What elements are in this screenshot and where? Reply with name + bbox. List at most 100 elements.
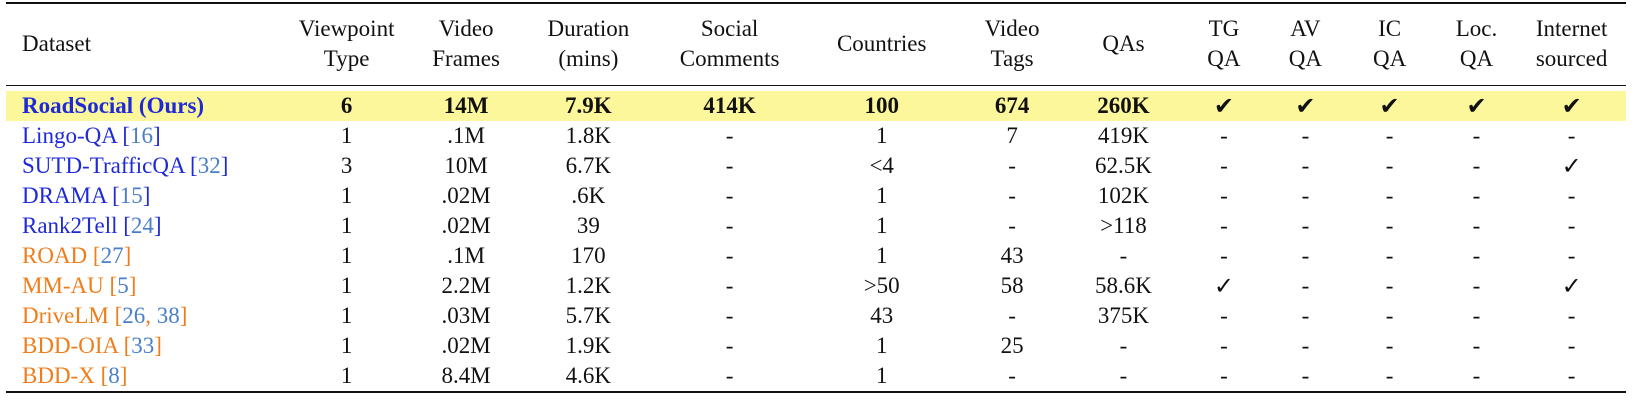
citation-link[interactable]: 33 xyxy=(131,332,155,358)
dataset-name-cell: Lingo-QA [16] xyxy=(6,121,284,151)
citation-link[interactable]: 27 xyxy=(100,242,124,268)
cell-duration: 170 xyxy=(571,242,606,268)
citation-link[interactable]: 15 xyxy=(119,182,143,208)
cell-video-tags: - xyxy=(1008,302,1016,328)
cell-av-qa: - xyxy=(1301,182,1310,208)
cell-viewpoint-type: 1 xyxy=(340,302,353,328)
header-av-qa: AV QA xyxy=(1267,3,1343,85)
cell-duration: 7.9K xyxy=(523,90,654,121)
cell-viewpoint-type: 1 xyxy=(340,182,353,208)
cell-duration: 1.8K xyxy=(565,122,612,148)
cell-ic-qa: - xyxy=(1385,272,1394,298)
cell-ic-qa: - xyxy=(1385,302,1394,328)
header-line: TG xyxy=(1208,16,1240,42)
cell-video-frames: .1M xyxy=(447,122,485,148)
dataset-name[interactable]: DriveLM xyxy=(22,302,109,328)
cell-tg-qa: ✓ xyxy=(1213,271,1234,300)
cell-tg-qa: - xyxy=(1220,362,1228,388)
cell-viewpoint-type: 6 xyxy=(284,90,410,121)
cell-video-tags: 43 xyxy=(1000,242,1024,268)
header-line: Loc. xyxy=(1455,16,1498,42)
dataset-name[interactable]: Rank2Tell xyxy=(22,212,118,238)
cell-social-comments: - xyxy=(725,212,734,238)
citation-link[interactable]: 24 xyxy=(130,212,154,238)
cell-social-comments: - xyxy=(725,302,734,328)
citation-link[interactable]: 16 xyxy=(129,122,153,148)
header-line: Comments xyxy=(679,46,780,72)
cell-internet-sourced: - xyxy=(1567,332,1576,358)
cell-social-comments: - xyxy=(725,122,734,148)
cell-video-tags: - xyxy=(1008,362,1016,388)
header-line: Frames xyxy=(432,46,500,72)
table-row-highlighted: RoadSocial (Ours) 6 14M 7.9K 414K 100 674 260K ✔… xyxy=(6,90,1626,121)
header-line: QA xyxy=(1459,46,1494,72)
cell-internet-sourced: ✔ xyxy=(1517,90,1626,121)
cell-qas: 260K xyxy=(1066,90,1181,121)
cell-av-qa: ✔ xyxy=(1267,90,1344,121)
cell-duration: 4.6K xyxy=(565,362,612,388)
dataset-name[interactable]: BDD-X xyxy=(22,362,95,388)
cell-video-frames: .02M xyxy=(441,332,491,358)
cell-tg-qa: - xyxy=(1220,122,1228,148)
citation-bracket: [ xyxy=(117,212,131,238)
dataset-name[interactable]: RoadSocial (Ours) xyxy=(22,92,205,118)
cell-qas: - xyxy=(1119,242,1128,268)
dataset-name[interactable]: SUTD-TrafficQA xyxy=(22,152,185,178)
cell-av-qa: - xyxy=(1301,302,1310,328)
cell-loc-qa: ✔ xyxy=(1435,90,1518,121)
header-loc-qa: Loc. QA xyxy=(1436,3,1517,85)
header-line: Duration xyxy=(547,16,630,42)
dataset-name[interactable]: Lingo-QA xyxy=(22,122,117,148)
cell-loc-qa: - xyxy=(1472,272,1481,298)
cell-internet-sourced: - xyxy=(1567,302,1576,328)
citation-link[interactable]: 5 xyxy=(117,272,129,298)
cell-viewpoint-type: 1 xyxy=(340,332,353,358)
cell-video-tags: - xyxy=(1008,212,1016,238)
dataset-comparison-table: Dataset Viewpoint Type Video Frames Duration (… xyxy=(6,2,1626,393)
cell-duration: 1.2K xyxy=(565,272,612,298)
cell-ic-qa: - xyxy=(1385,362,1394,388)
header-duration: Duration (mins) xyxy=(523,3,653,85)
dataset-name-cell: Rank2Tell [24] xyxy=(6,211,284,241)
cell-ic-qa: - xyxy=(1385,182,1394,208)
citation-link[interactable]: 8 xyxy=(108,362,120,388)
cell-video-tags: - xyxy=(1008,182,1016,208)
cell-qas: - xyxy=(1119,362,1128,388)
citation-link[interactable]: 26 xyxy=(122,302,146,328)
dataset-name[interactable]: ROAD xyxy=(22,242,88,268)
header-line: Viewpoint xyxy=(298,16,395,42)
comparison-table-container: Dataset Viewpoint Type Video Frames Duration (… xyxy=(6,2,1626,393)
cell-loc-qa: - xyxy=(1472,152,1481,178)
cell-qas: 102K xyxy=(1097,182,1149,208)
header-line: Internet xyxy=(1535,16,1608,42)
cell-loc-qa: - xyxy=(1472,362,1481,388)
citation-bracket: [ xyxy=(87,242,101,268)
cell-countries: 1 xyxy=(875,362,888,388)
cell-ic-qa: - xyxy=(1385,152,1394,178)
dataset-name-cell: DRAMA [15] xyxy=(6,181,284,211)
cell-loc-qa: - xyxy=(1472,332,1481,358)
header-line: Social xyxy=(700,16,759,42)
header-line: AV xyxy=(1290,16,1321,42)
citation-bracket: ] xyxy=(123,242,132,268)
citation-bracket: ] xyxy=(142,182,151,208)
cell-av-qa: - xyxy=(1301,122,1310,148)
dataset-name[interactable]: MM-AU xyxy=(22,272,104,298)
cell-tg-qa: - xyxy=(1220,302,1228,328)
citation-link[interactable]: 32 xyxy=(197,152,221,178)
table-row: DRAMA [15] 1 .02M .6K - 1 - 102K - - - - - xyxy=(6,181,1626,211)
cell-countries: 1 xyxy=(875,122,888,148)
citation-link[interactable]: 38 xyxy=(156,302,180,328)
cell-countries: 43 xyxy=(870,302,894,328)
cell-countries: 1 xyxy=(875,242,888,268)
cell-video-tags: 58 xyxy=(1000,272,1024,298)
dataset-name[interactable]: DRAMA xyxy=(22,182,107,208)
cell-video-frames: .03M xyxy=(441,302,491,328)
dataset-name[interactable]: BDD-OIA xyxy=(22,332,118,358)
dataset-name-cell: ROAD [27] xyxy=(6,241,284,271)
cell-av-qa: - xyxy=(1301,212,1310,238)
cell-qas: 375K xyxy=(1097,302,1149,328)
header-dataset: Dataset xyxy=(6,3,284,85)
cell-video-frames: .1M xyxy=(447,242,485,268)
cell-av-qa: - xyxy=(1301,152,1310,178)
